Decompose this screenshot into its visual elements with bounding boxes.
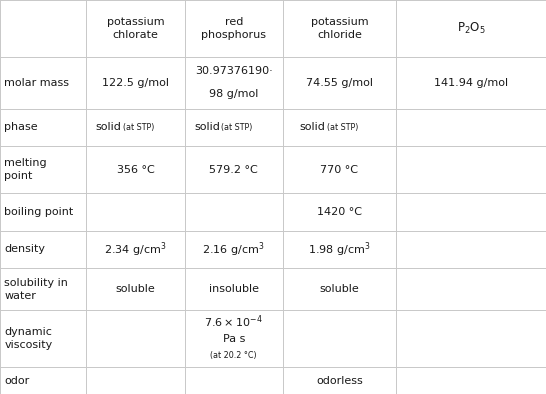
Text: 122.5 g/mol: 122.5 g/mol [102, 78, 169, 87]
Text: odor: odor [4, 375, 29, 386]
Text: melting
point: melting point [4, 158, 47, 181]
Text: solid: solid [300, 122, 325, 132]
Text: 579.2 °C: 579.2 °C [209, 165, 258, 175]
Text: 98 g/mol: 98 g/mol [209, 89, 258, 99]
Text: solid: solid [194, 122, 220, 132]
Text: boiling point: boiling point [4, 207, 74, 217]
Text: dynamic
viscosity: dynamic viscosity [4, 327, 52, 350]
Text: (at STP): (at STP) [327, 123, 358, 132]
Text: 141.94 g/mol: 141.94 g/mol [434, 78, 508, 87]
Text: molar mass: molar mass [4, 78, 69, 87]
Text: 2.16 g/cm$^3$: 2.16 g/cm$^3$ [203, 240, 265, 259]
Text: $\mathregular{P_2O_5}$: $\mathregular{P_2O_5}$ [456, 21, 485, 36]
Text: red
phosphorus: red phosphorus [201, 17, 266, 40]
Text: potassium
chlorate: potassium chlorate [106, 17, 164, 40]
Text: soluble: soluble [116, 284, 155, 294]
Text: solubility in
water: solubility in water [4, 278, 68, 301]
Text: 30.97376190·: 30.97376190· [195, 66, 272, 76]
Text: 1420 °C: 1420 °C [317, 207, 362, 217]
Text: 74.55 g/mol: 74.55 g/mol [306, 78, 373, 87]
Text: (at STP): (at STP) [221, 123, 252, 132]
Text: 2.34 g/cm$^3$: 2.34 g/cm$^3$ [104, 240, 167, 259]
Text: odorless: odorless [316, 375, 363, 386]
Text: 770 °C: 770 °C [321, 165, 358, 175]
Text: (at 20.2 °C): (at 20.2 °C) [210, 351, 257, 360]
Text: soluble: soluble [319, 284, 359, 294]
Text: (at STP): (at STP) [123, 123, 154, 132]
Text: insoluble: insoluble [209, 284, 259, 294]
Text: density: density [4, 244, 45, 255]
Text: solid: solid [96, 122, 122, 132]
Text: potassium
chloride: potassium chloride [311, 17, 368, 40]
Text: $7.6\times10^{-4}$: $7.6\times10^{-4}$ [204, 314, 263, 330]
Text: Pa s: Pa s [223, 334, 245, 344]
Text: 356 °C: 356 °C [116, 165, 155, 175]
Text: 1.98 g/cm$^3$: 1.98 g/cm$^3$ [308, 240, 371, 259]
Text: phase: phase [4, 122, 38, 132]
